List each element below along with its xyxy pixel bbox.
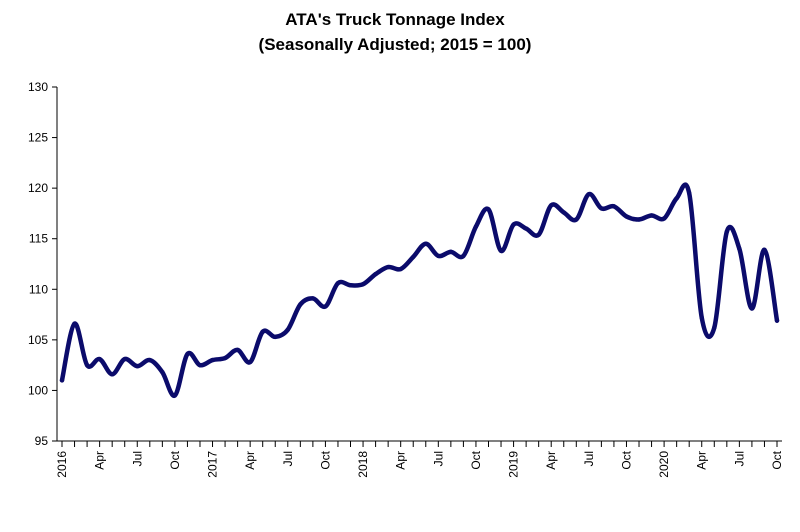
data-point xyxy=(185,351,190,357)
x-tick-label: Jul xyxy=(582,451,596,466)
data-point xyxy=(599,206,604,211)
x-tick-label: Apr xyxy=(544,451,558,470)
data-point xyxy=(624,214,629,219)
x-tick-label: Apr xyxy=(695,451,709,470)
data-point xyxy=(724,229,730,234)
y-tick-label: 125 xyxy=(28,131,48,145)
x-tick-label: Apr xyxy=(93,451,107,470)
y-tick-label: 105 xyxy=(28,333,48,347)
data-point xyxy=(398,266,403,272)
y-tick-label: 120 xyxy=(28,181,48,195)
data-point xyxy=(674,196,679,201)
data-point xyxy=(360,282,366,287)
data-point xyxy=(536,232,541,237)
data-point xyxy=(749,306,755,311)
data-point xyxy=(686,191,692,196)
data-point xyxy=(561,210,566,215)
data-point xyxy=(335,281,341,286)
data-point xyxy=(210,357,215,363)
data-point xyxy=(373,271,378,277)
x-tick-label: Oct xyxy=(770,450,784,469)
x-tick-label: 2019 xyxy=(507,451,521,478)
data-point xyxy=(423,241,428,246)
data-point xyxy=(59,378,65,383)
x-tick-label: Jul xyxy=(431,451,445,466)
data-point xyxy=(235,347,240,353)
data-point xyxy=(97,356,102,362)
data-point xyxy=(473,224,479,229)
data-point xyxy=(72,321,77,326)
data-point xyxy=(436,253,441,259)
data-point xyxy=(774,318,780,323)
y-tick-label: 100 xyxy=(28,383,48,397)
data-point xyxy=(222,355,228,361)
y-tick-label: 110 xyxy=(29,282,48,296)
x-tick-label: 2016 xyxy=(55,451,69,478)
data-point xyxy=(448,249,454,255)
data-point xyxy=(310,296,316,301)
data-point xyxy=(611,204,617,209)
chart-title: ATA's Truck Tonnage Index xyxy=(285,10,505,29)
chart-subtitle: (Seasonally Adjusted; 2015 = 100) xyxy=(258,35,532,54)
data-point xyxy=(712,325,717,330)
data-point xyxy=(486,207,491,212)
data-point xyxy=(498,248,504,254)
data-point xyxy=(285,327,290,332)
x-tick-label: Apr xyxy=(243,451,257,470)
x-tick-label: Oct xyxy=(619,450,633,469)
data-point xyxy=(385,264,391,270)
data-point xyxy=(574,217,579,222)
data-point xyxy=(197,362,203,368)
y-tick-label: 95 xyxy=(35,434,49,448)
data-point xyxy=(84,362,90,368)
series-line xyxy=(59,182,780,398)
data-point xyxy=(699,315,704,320)
x-tick-label: 2017 xyxy=(206,451,220,478)
x-tick-label: Jul xyxy=(130,451,144,466)
x-tick-label: 2020 xyxy=(657,451,671,478)
data-point xyxy=(762,247,767,253)
x-tick-label: 2018 xyxy=(356,451,370,478)
data-point xyxy=(323,304,328,309)
data-point xyxy=(586,192,592,197)
data-point xyxy=(737,246,742,252)
data-point xyxy=(172,393,178,398)
data-point xyxy=(649,213,654,218)
data-point xyxy=(511,222,516,227)
data-point xyxy=(298,302,303,307)
data-point xyxy=(273,334,278,340)
data-point xyxy=(523,226,529,231)
x-tick-label: Oct xyxy=(469,450,483,469)
data-point xyxy=(636,217,642,222)
x-tick-label: Apr xyxy=(394,451,408,470)
data-point xyxy=(348,283,353,288)
data-point xyxy=(260,329,265,334)
y-tick-label: 130 xyxy=(28,80,48,94)
x-tick-label: Oct xyxy=(318,450,332,469)
data-point xyxy=(549,203,554,208)
data-point xyxy=(147,357,153,363)
data-point xyxy=(661,216,667,221)
data-point xyxy=(247,359,253,365)
y-tick-label: 115 xyxy=(29,232,48,246)
x-tick-label: Oct xyxy=(168,450,182,469)
x-tick-label: Jul xyxy=(281,451,295,466)
x-tick-label: Jul xyxy=(732,451,746,466)
data-point xyxy=(109,372,115,377)
data-point xyxy=(461,253,466,259)
data-point xyxy=(411,254,416,260)
data-point xyxy=(135,363,140,369)
data-point xyxy=(160,370,165,375)
data-point xyxy=(122,356,127,362)
